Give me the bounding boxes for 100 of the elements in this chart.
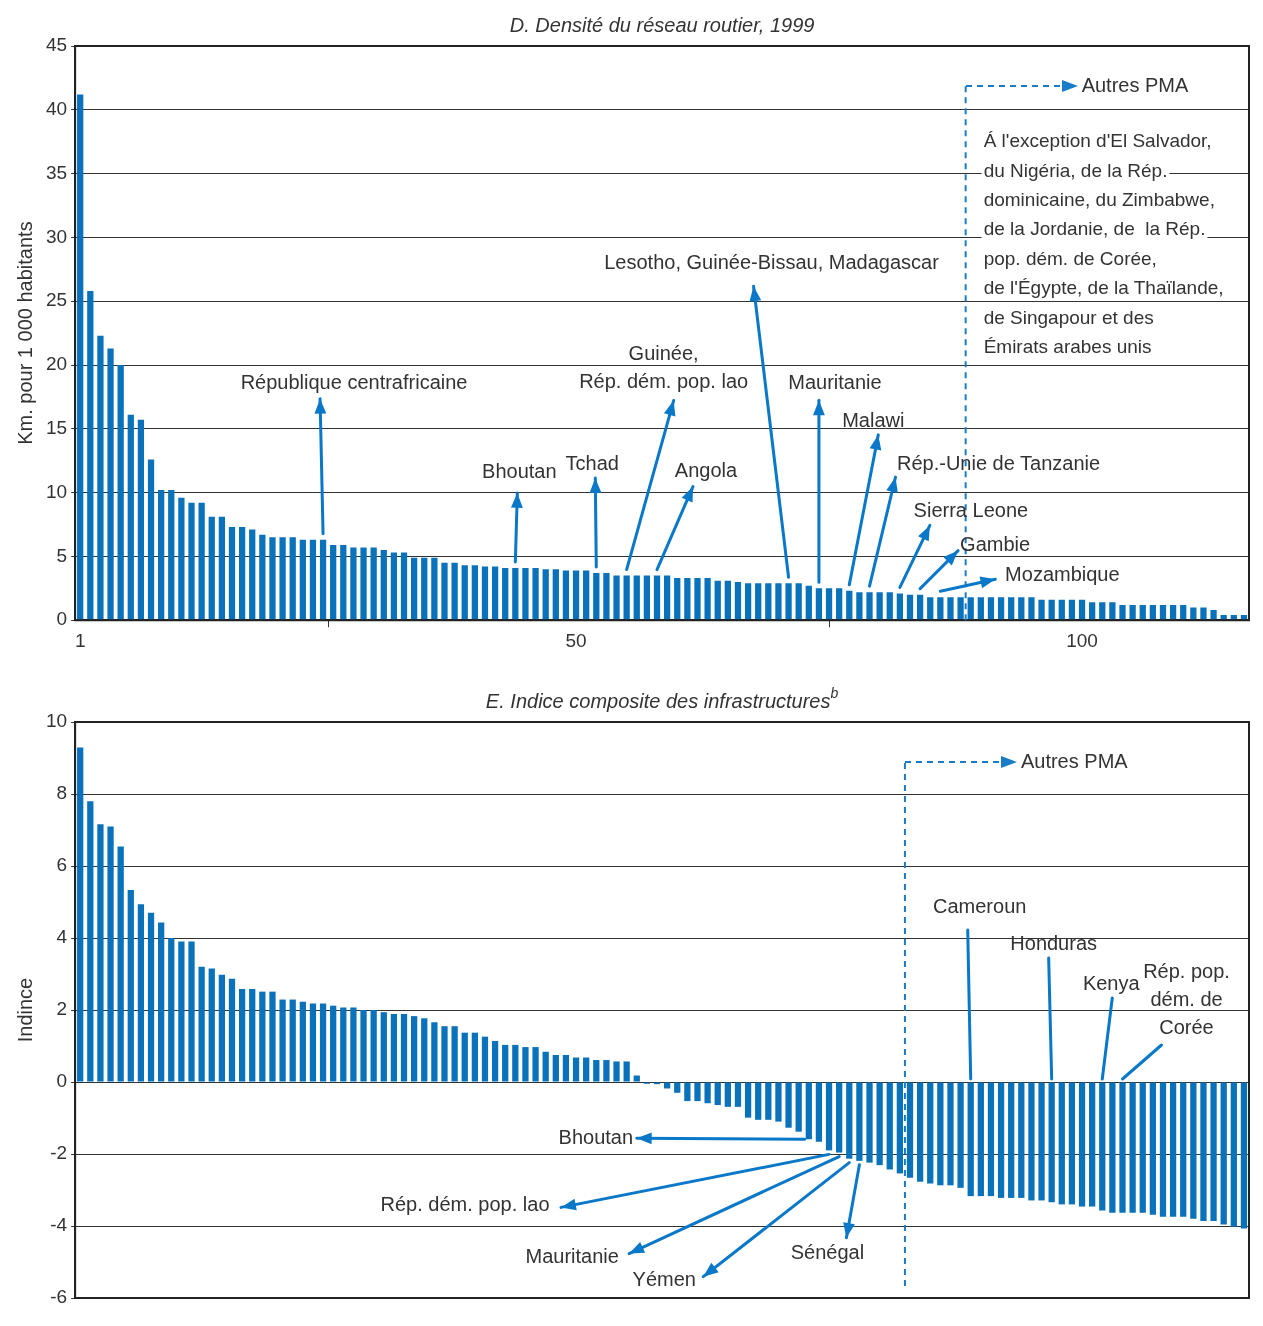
bar — [947, 597, 954, 620]
annotation: Sierra Leone — [913, 498, 1029, 521]
annotation: Cameroun — [933, 894, 1027, 917]
bar — [734, 581, 742, 620]
bar — [238, 989, 246, 1082]
bar — [340, 1007, 347, 1082]
bar — [684, 1082, 691, 1102]
bar — [987, 597, 995, 620]
bar — [593, 572, 600, 620]
bar — [238, 527, 246, 620]
y-tick-label: -4 — [50, 1214, 68, 1236]
bar — [370, 547, 377, 620]
annotation: Mauritanie — [525, 1245, 619, 1268]
bar — [846, 590, 853, 620]
bar — [451, 1026, 458, 1082]
bar — [522, 567, 529, 620]
bar — [1058, 1082, 1065, 1205]
bar — [218, 974, 225, 1082]
annotation: Bhoutan — [482, 460, 557, 483]
bar — [309, 539, 317, 620]
bar — [77, 94, 84, 620]
bar — [350, 1007, 357, 1082]
bar — [916, 594, 924, 620]
bar — [957, 1082, 964, 1188]
bar — [775, 583, 782, 620]
bar — [603, 1060, 610, 1082]
bar — [623, 1061, 630, 1082]
bar — [1190, 607, 1197, 620]
bar — [208, 968, 215, 1082]
annotation: Tchad — [565, 451, 619, 474]
bar — [330, 1005, 337, 1082]
bar — [178, 941, 185, 1082]
bar — [785, 1082, 792, 1128]
bar — [825, 588, 833, 620]
bar — [299, 539, 306, 620]
bar — [87, 801, 94, 1082]
bar — [613, 575, 620, 620]
y-tick-label: 0 — [56, 1070, 68, 1092]
bar — [633, 1075, 640, 1082]
bar — [198, 966, 205, 1082]
bar — [623, 575, 630, 620]
y-tick-label: 30 — [45, 225, 68, 247]
bar — [714, 1082, 721, 1106]
bar — [876, 1082, 883, 1166]
bar — [188, 502, 195, 620]
bar — [431, 557, 438, 620]
bar — [319, 539, 327, 620]
bar — [643, 575, 651, 620]
bar — [1048, 599, 1055, 620]
bar — [360, 547, 367, 620]
y-axis-title: Km. pour 1 000 habitants — [13, 221, 36, 445]
bar — [876, 592, 883, 620]
y-tick-label: 10 — [45, 480, 68, 502]
y-tick-label: 8 — [56, 782, 68, 804]
annotation: Malawi — [842, 409, 905, 432]
bar — [896, 1082, 904, 1174]
bar — [886, 592, 893, 620]
bar — [653, 575, 661, 620]
bar — [431, 1022, 438, 1082]
bar — [916, 1082, 924, 1182]
bar — [441, 1026, 448, 1082]
y-tick-label: 20 — [45, 353, 68, 375]
bar — [846, 1082, 853, 1159]
bar — [1048, 1082, 1055, 1203]
y-tick-label: 5 — [56, 544, 68, 566]
bar — [694, 578, 701, 620]
bar — [1149, 1082, 1156, 1215]
bar — [674, 578, 681, 620]
bar — [1089, 602, 1096, 620]
bar — [137, 904, 145, 1082]
bar — [542, 1051, 549, 1082]
bar — [927, 1082, 934, 1184]
bar — [471, 1032, 478, 1082]
bar — [1078, 599, 1086, 620]
bar — [178, 497, 185, 620]
bar — [421, 1018, 428, 1082]
bar — [856, 592, 863, 620]
bar — [633, 575, 640, 620]
annotation: Kenya — [1082, 971, 1141, 994]
bar — [1169, 1082, 1177, 1217]
bar — [1008, 1082, 1015, 1198]
bar — [299, 1001, 306, 1082]
bar — [1129, 604, 1136, 620]
bar — [1200, 607, 1207, 620]
bar — [188, 941, 195, 1082]
bar — [279, 537, 286, 620]
bar — [967, 1082, 974, 1197]
y-tick-label: 15 — [45, 417, 68, 439]
bar — [1089, 1082, 1096, 1207]
bar — [228, 527, 236, 620]
bar — [390, 552, 398, 620]
bar — [1190, 1082, 1197, 1219]
bar — [684, 578, 691, 620]
bar — [805, 585, 812, 620]
y-tick-label: 0 — [56, 608, 68, 630]
y-tick-label: 45 — [45, 34, 68, 56]
bar — [1038, 1082, 1045, 1201]
bar — [87, 290, 94, 620]
y-axis-title: Indince — [13, 977, 36, 1043]
bar — [117, 846, 124, 1082]
